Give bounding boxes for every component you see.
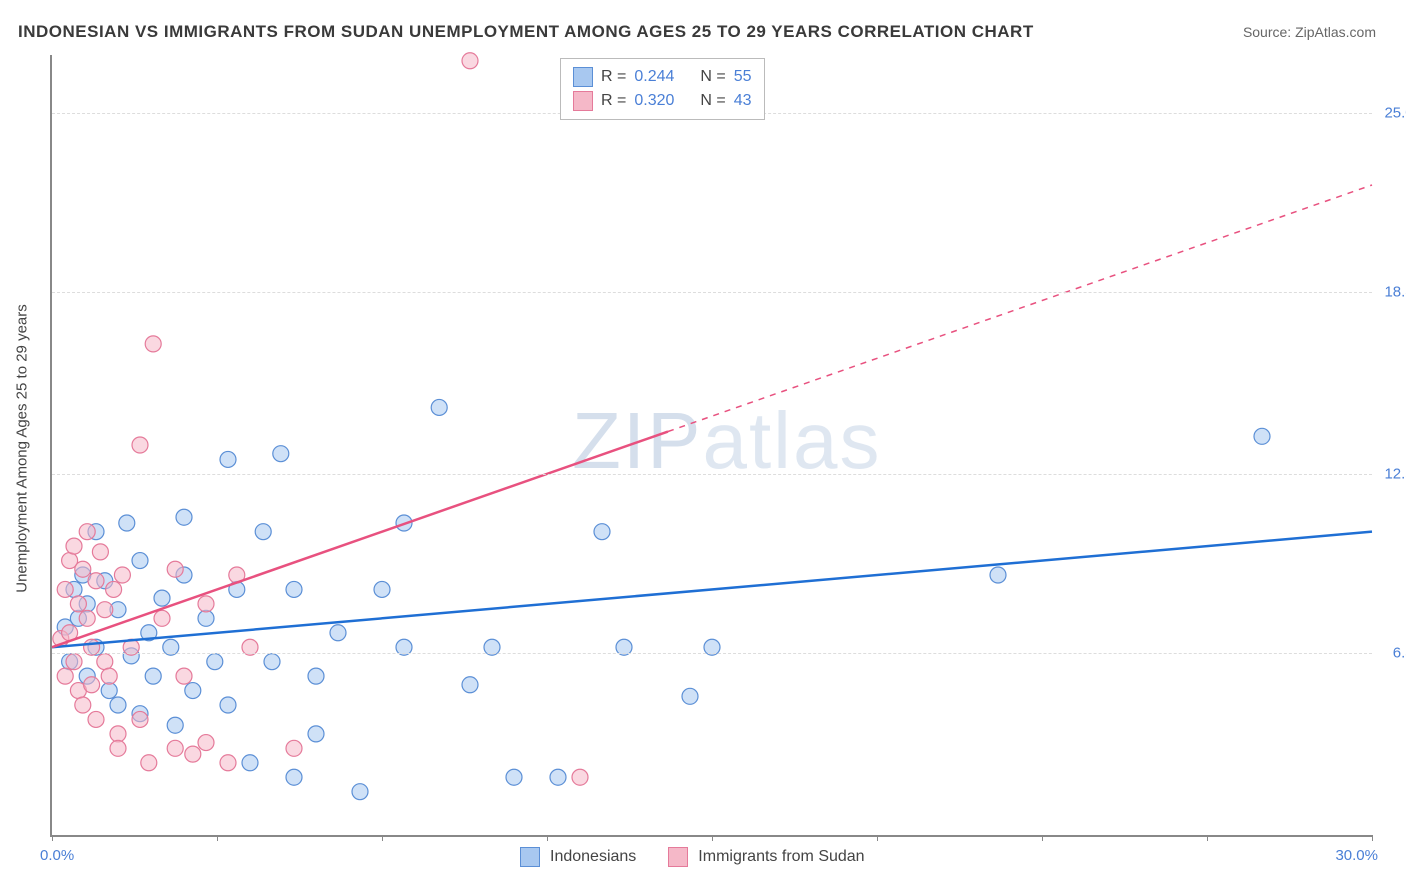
- legend-n-label: N =: [700, 68, 725, 86]
- y-axis-label: Unemployment Among Ages 25 to 29 years: [14, 304, 31, 593]
- x-tick-mark: [712, 835, 713, 841]
- legend-stat-row: R = 0.244 N = 55: [573, 65, 752, 89]
- x-origin-label: 0.0%: [40, 847, 74, 864]
- grid-line: [52, 292, 1372, 293]
- legend-swatch: [520, 847, 540, 867]
- x-max-label: 30.0%: [1335, 847, 1378, 864]
- y-tick-label: 6.3%: [1377, 645, 1406, 662]
- legend-series: Indonesians Immigrants from Sudan: [520, 847, 887, 867]
- x-tick-mark: [217, 835, 218, 841]
- y-tick-label: 25.0%: [1377, 104, 1406, 121]
- chart-title: INDONESIAN VS IMMIGRANTS FROM SUDAN UNEM…: [18, 22, 1034, 42]
- legend-n-label: N =: [700, 92, 725, 110]
- x-tick-mark: [1207, 835, 1208, 841]
- legend-n-value: 55: [734, 68, 752, 86]
- grid-line: [52, 474, 1372, 475]
- legend-r-value: 0.244: [634, 68, 674, 86]
- legend-r-label: R =: [601, 92, 626, 110]
- y-tick-label: 12.5%: [1377, 465, 1406, 482]
- chart-plot-area: ZIPatlas 6.3%12.5%18.8%25.0%: [50, 55, 1372, 837]
- legend-swatch: [573, 67, 593, 87]
- legend-stat-row: R = 0.320 N = 43: [573, 89, 752, 113]
- legend-swatch: [573, 91, 593, 111]
- legend-swatch: [668, 847, 688, 867]
- grid-line: [52, 653, 1372, 654]
- x-tick-mark: [52, 835, 53, 841]
- x-tick-mark: [1042, 835, 1043, 841]
- legend-r-value: 0.320: [634, 92, 674, 110]
- x-tick-mark: [1372, 835, 1373, 841]
- x-tick-mark: [877, 835, 878, 841]
- legend-series-label: Immigrants from Sudan: [698, 848, 864, 866]
- x-tick-mark: [382, 835, 383, 841]
- y-tick-label: 18.8%: [1377, 283, 1406, 300]
- x-tick-mark: [547, 835, 548, 841]
- scatter-svg: [52, 55, 1372, 835]
- legend-r-label: R =: [601, 68, 626, 86]
- legend-correlation-box: R = 0.244 N = 55 R = 0.320 N = 43: [560, 58, 765, 120]
- legend-series-label: Indonesians: [550, 848, 636, 866]
- source-attribution: Source: ZipAtlas.com: [1243, 24, 1376, 40]
- legend-n-value: 43: [734, 92, 752, 110]
